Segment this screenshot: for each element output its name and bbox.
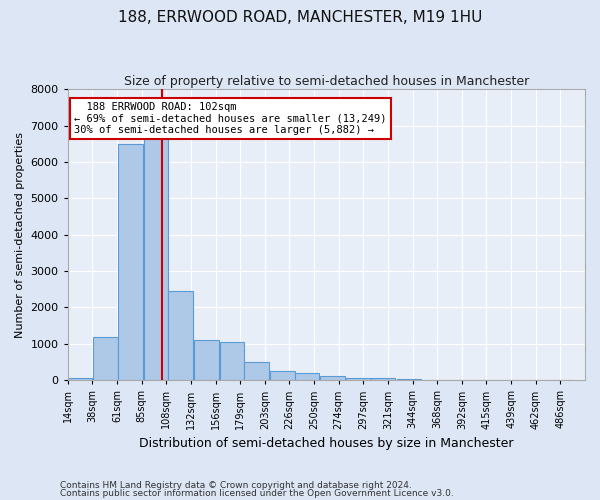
Bar [144,138,169,380]
Text: Contains public sector information licensed under the Open Government Licence v3: Contains public sector information licen… [60,489,454,498]
Bar [169,291,193,380]
Bar [68,378,92,380]
Bar [244,362,269,380]
X-axis label: Distribution of semi-detached houses by size in Manchester: Distribution of semi-detached houses by … [139,437,514,450]
Text: Contains HM Land Registry data © Crown copyright and database right 2024.: Contains HM Land Registry data © Crown c… [60,480,412,490]
Bar [346,378,371,380]
Bar [94,336,118,380]
Bar [270,371,295,380]
Bar [320,376,345,380]
Title: Size of property relative to semi-detached houses in Manchester: Size of property relative to semi-detach… [124,75,529,88]
Text: 188 ERRWOOD ROAD: 102sqm
← 69% of semi-detached houses are smaller (13,249)
30% : 188 ERRWOOD ROAD: 102sqm ← 69% of semi-d… [74,102,386,135]
Bar [194,340,219,380]
Bar [220,342,244,380]
Bar [118,144,143,380]
Y-axis label: Number of semi-detached properties: Number of semi-detached properties [15,132,25,338]
Bar [295,373,319,380]
Text: 188, ERRWOOD ROAD, MANCHESTER, M19 1HU: 188, ERRWOOD ROAD, MANCHESTER, M19 1HU [118,10,482,25]
Bar [371,378,395,380]
